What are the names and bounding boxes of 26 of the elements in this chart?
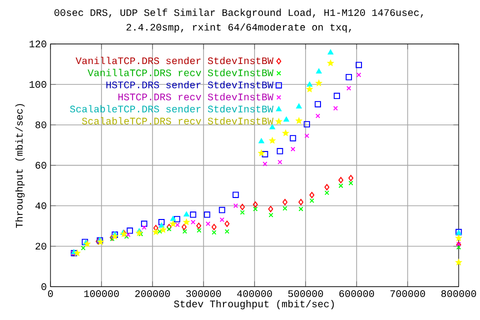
- y-tick-label: 80: [36, 122, 46, 128]
- legend-label: ScalableTCP.DRS recv StdevInstBW: [82, 117, 274, 125]
- y-tick-label: 60: [36, 162, 46, 169]
- y-tick-label: 120: [30, 40, 46, 48]
- x-tick-label: 700000: [390, 290, 426, 298]
- y-tick-label: 100: [30, 81, 46, 88]
- chart-title: 00sec DRS, UDP Self Similar Background Load, H1-M120 1476usec,: [54, 8, 423, 18]
- legend-label: HSTCP.DRS recv StdevInstBW: [118, 93, 274, 101]
- legend-label: ScalableTCP.DRS sender StdevInstBW: [70, 105, 274, 113]
- x-tick-label: 200000: [135, 290, 170, 298]
- legend-label: HSTCP.DRS sender StdevInstBW: [106, 81, 274, 88]
- x-tick-label: 500000: [288, 290, 323, 298]
- legend-label: VanillaTCP.DRS sender StdevInstBW: [76, 57, 274, 64]
- chart-subtitle: 2.4.20smp, rxint 64/64moderate on txq,: [126, 23, 351, 33]
- y-tick-label: 40: [35, 202, 46, 210]
- x-tick-label: 100000: [84, 290, 119, 298]
- x-tick-label: 600000: [339, 290, 374, 298]
- legend-label: VanillaTCP.DRS recv StdevInstBW: [88, 69, 274, 76]
- x-tick-label: 0: [48, 290, 53, 298]
- y-tick-label: 20: [36, 243, 46, 250]
- x-tick-label: 300000: [186, 290, 221, 298]
- y-axis-title: Throughput (mbit/sec): [15, 104, 25, 228]
- y-tick-label: 0: [41, 283, 46, 290]
- x-axis-title: Stdev Throughput (mbit/sec): [174, 300, 334, 310]
- x-tick-label: 800000: [441, 290, 476, 298]
- x-tick-label: 400000: [237, 290, 272, 298]
